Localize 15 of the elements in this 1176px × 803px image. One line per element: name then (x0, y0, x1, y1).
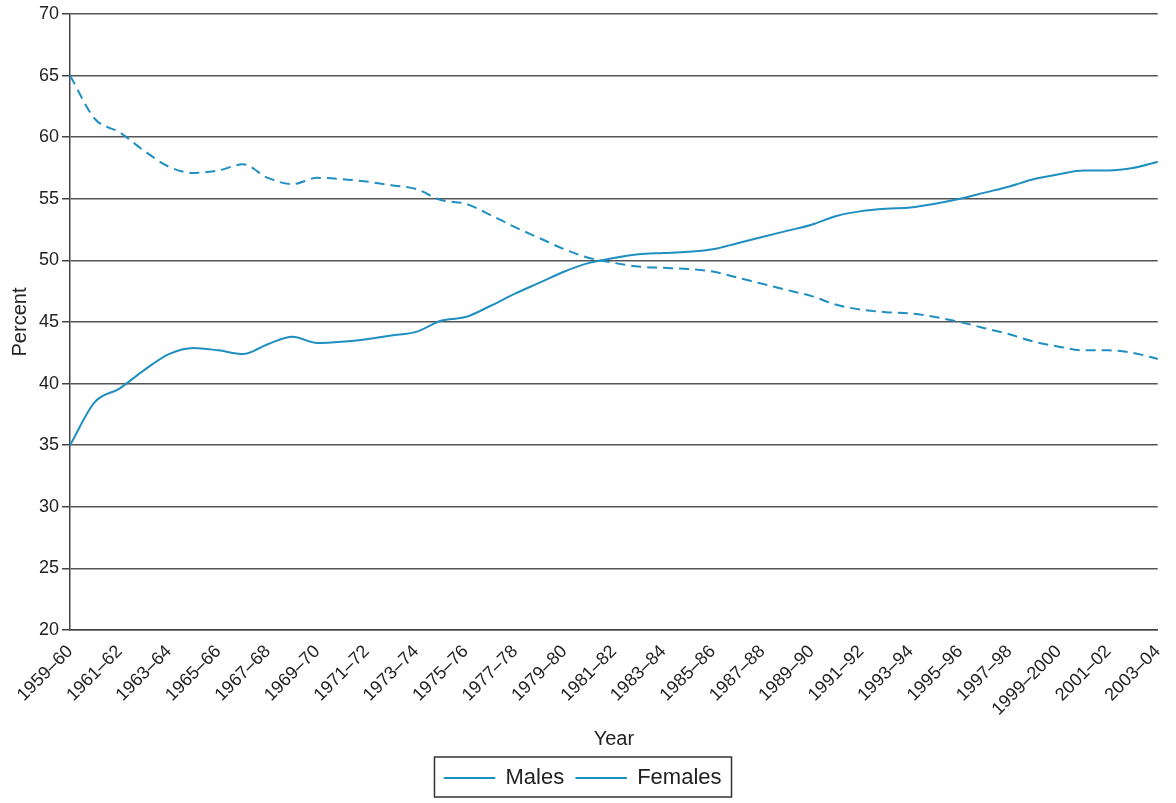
y-tick-label: 65 (38, 64, 60, 85)
y-tick-label: 40 (38, 372, 60, 393)
y-tick-label: 50 (38, 249, 60, 270)
y-tick-label: 55 (38, 187, 60, 208)
legend-label: Males (505, 764, 565, 790)
legend-label: Females (637, 764, 722, 790)
y-tick-label: 60 (38, 126, 60, 147)
y-tick-label: 20 (38, 618, 60, 639)
y-tick-label: 30 (38, 495, 60, 516)
y-tick-label: 35 (38, 434, 60, 455)
x-axis-title: Year (593, 726, 635, 749)
y-tick-label: 45 (38, 310, 60, 331)
y-tick-label: 70 (38, 2, 60, 23)
y-axis-title: Percent (7, 287, 30, 357)
y-tick-label: 25 (38, 557, 60, 578)
